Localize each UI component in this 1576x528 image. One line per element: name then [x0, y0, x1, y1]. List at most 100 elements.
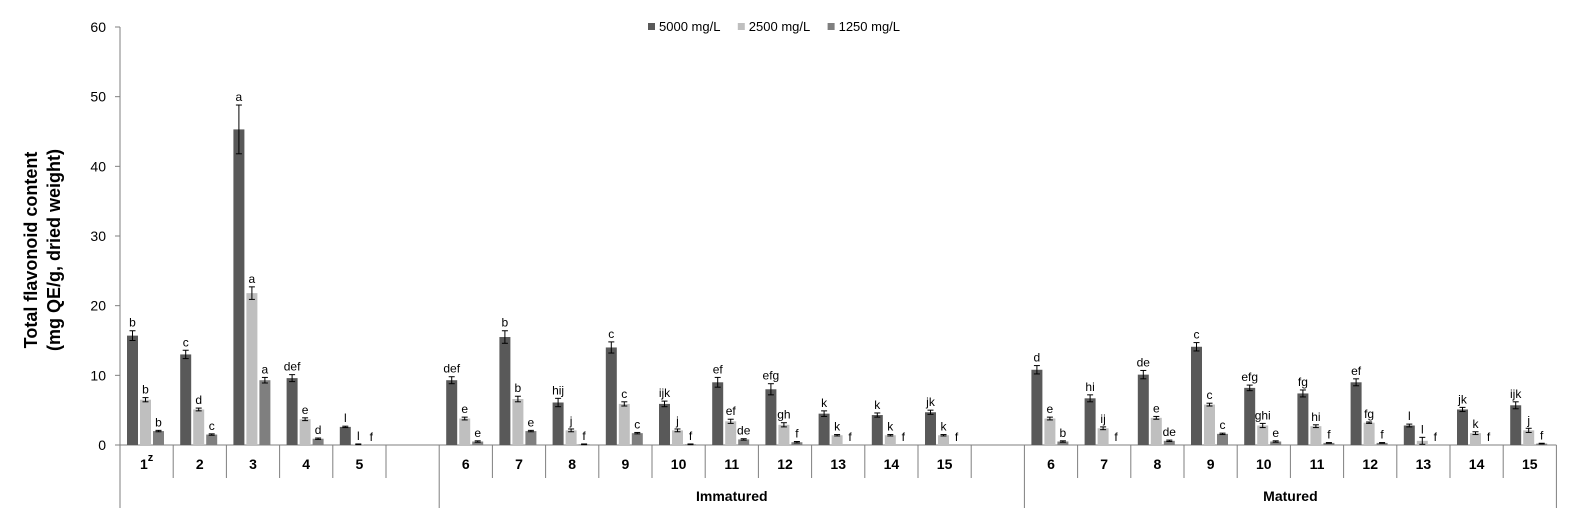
significance-letter: f: [582, 429, 586, 443]
legend-label: 5000 mg/L: [659, 19, 720, 34]
y-tick-label: 60: [90, 19, 106, 35]
category-label: 6: [1047, 456, 1055, 472]
bar: [552, 402, 564, 445]
significance-letter: f: [1327, 428, 1331, 442]
category-label: 15: [937, 456, 953, 472]
bar: [153, 431, 164, 445]
significance-letter: ef: [726, 404, 737, 418]
y-tick-label: 20: [90, 298, 106, 314]
bar: [605, 347, 617, 445]
category-label: 8: [1154, 456, 1162, 472]
bar: [1244, 387, 1256, 445]
bar: [1350, 382, 1362, 445]
significance-letter: e: [528, 415, 535, 429]
category-label: 9: [622, 456, 630, 472]
bar: [193, 409, 205, 445]
y-axis-title-line1: Total flavonoid content: [21, 152, 41, 349]
significance-letter: f: [902, 430, 906, 444]
bar: [659, 403, 670, 445]
significance-letter: b: [502, 316, 509, 330]
category-label: 13: [1416, 456, 1432, 472]
significance-letter: e: [302, 403, 309, 417]
bar: [1523, 430, 1535, 445]
bar: [1031, 369, 1043, 445]
bar: [312, 438, 324, 445]
significance-letter: gh: [777, 408, 790, 422]
significance-letter: hi: [1085, 380, 1094, 394]
bar: [525, 431, 537, 445]
category-label: 8: [568, 456, 576, 472]
significance-letter: l: [1408, 409, 1411, 423]
significance-letter: d: [195, 393, 202, 407]
category-label: 14: [884, 456, 900, 472]
significance-letter: l: [1421, 422, 1424, 436]
bar: [1137, 374, 1149, 445]
significance-letter: f: [795, 427, 799, 441]
significance-letter: e: [1153, 401, 1160, 415]
bar: [1270, 441, 1282, 445]
bar: [446, 380, 458, 445]
bar: [1044, 418, 1056, 445]
bar: [871, 415, 883, 445]
category-label: 7: [1100, 456, 1108, 472]
significance-letter: l: [357, 429, 360, 443]
significance-letter: f: [1487, 430, 1491, 444]
significance-letter: ijk: [659, 386, 671, 400]
bar: [738, 439, 750, 445]
category-label: 15: [1522, 456, 1538, 472]
bar: [1376, 442, 1388, 445]
bar: [778, 424, 790, 445]
bar: [725, 421, 737, 445]
category-superscript: z: [148, 452, 154, 464]
bar: [1097, 428, 1109, 445]
legend-swatch: [737, 23, 745, 30]
bar: [884, 435, 896, 445]
bar: [339, 426, 351, 445]
significance-letter: b: [1060, 426, 1067, 440]
y-tick-label: 40: [90, 158, 106, 174]
bar: [299, 419, 311, 445]
significance-letter: c: [1220, 418, 1226, 432]
bar: [1150, 417, 1162, 445]
significance-letter: l: [344, 411, 347, 425]
significance-letter: f: [955, 430, 959, 444]
bar: [1457, 409, 1468, 445]
bar: [765, 389, 777, 445]
bar: [140, 399, 151, 445]
category-label: 1z: [140, 452, 154, 472]
category-label: 12: [777, 456, 793, 472]
significance-letter: k: [874, 398, 881, 412]
significance-letter: fg: [1364, 407, 1374, 421]
bar: [472, 441, 484, 445]
y-axis-title: Total flavonoid content (mg QE/g, dried …: [21, 149, 64, 351]
bar: [1163, 440, 1175, 445]
y-tick-label: 50: [90, 89, 106, 105]
significance-letter: k: [887, 420, 894, 434]
bar: [1191, 346, 1202, 445]
significance-letter: ghi: [1255, 408, 1271, 422]
category-label: 7: [515, 456, 523, 472]
significance-letter: c: [1207, 388, 1213, 402]
bar: [1204, 404, 1215, 445]
bar: [1310, 426, 1322, 445]
significance-letter: a: [262, 362, 269, 376]
significance-letter: f: [370, 430, 374, 444]
bar: [246, 293, 258, 445]
bar: [818, 413, 830, 445]
significance-letter: e: [461, 402, 468, 416]
category-label: 9: [1207, 456, 1215, 472]
significance-letter: b: [155, 415, 162, 429]
significance-letter: hi: [1311, 410, 1320, 424]
significance-letter: f: [1114, 430, 1118, 444]
significance-letter: a: [249, 272, 256, 286]
category-label: 3: [249, 456, 257, 472]
significance-letter: d: [1034, 351, 1041, 365]
bar: [831, 435, 843, 445]
significance-letter: c: [608, 327, 614, 341]
significance-letter: ef: [1351, 364, 1362, 378]
significance-letter: b: [515, 381, 522, 395]
bar: [512, 399, 524, 445]
significance-letter: c: [209, 419, 215, 433]
significance-letter: c: [621, 387, 627, 401]
